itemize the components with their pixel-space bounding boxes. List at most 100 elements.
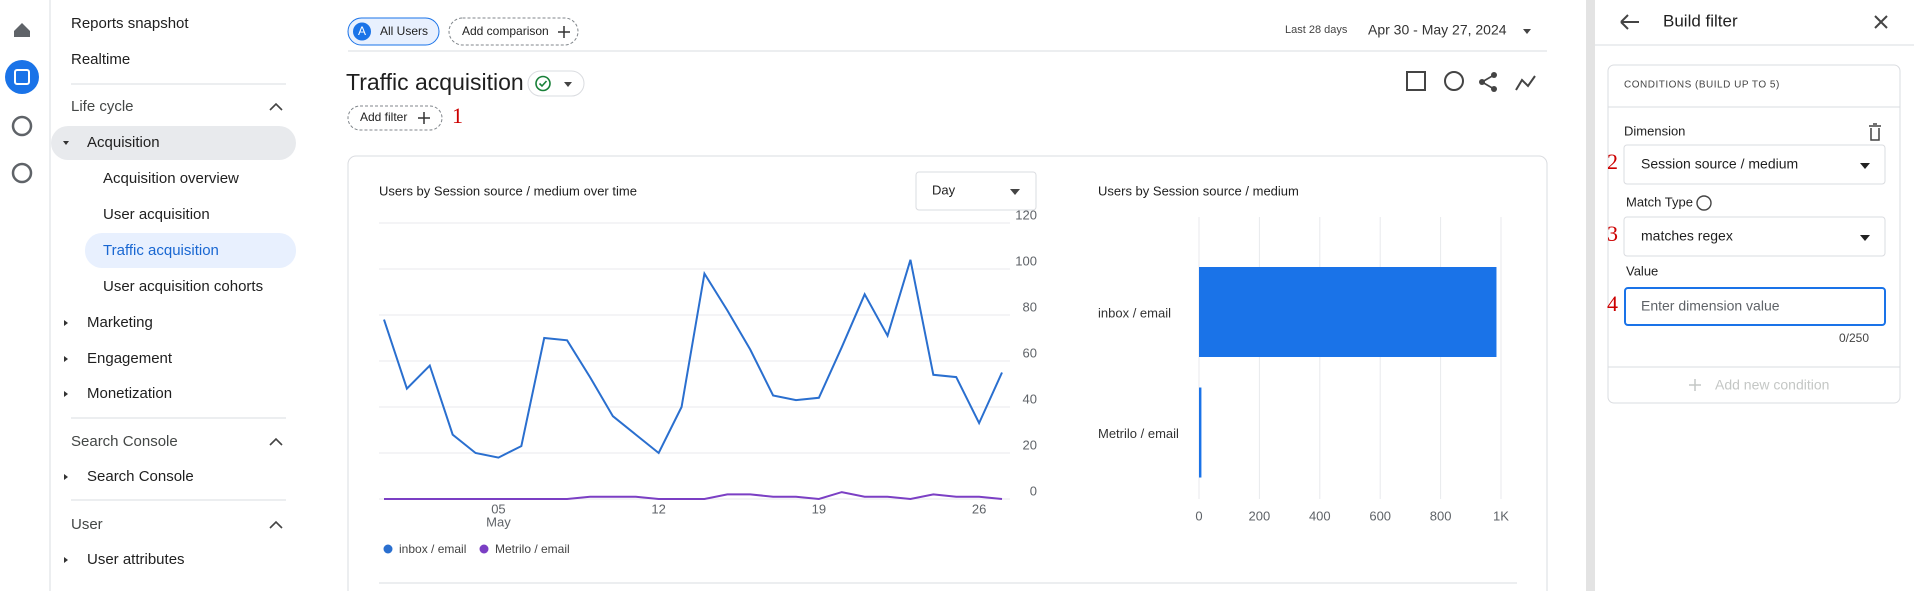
delete-icon[interactable] [1869, 123, 1881, 141]
y-tick-label: 60 [1023, 345, 1037, 360]
y-category-label: inbox / email [1098, 305, 1171, 320]
icon-rail [0, 0, 50, 591]
plus-icon [558, 26, 570, 38]
collapse-chevron[interactable] [269, 102, 283, 111]
nav-item[interactable]: Realtime [71, 51, 130, 68]
nav-section[interactable]: Life cycle [71, 98, 134, 115]
annotation: 2 [1607, 149, 1618, 174]
panel-title: Build filter [1663, 11, 1738, 30]
date-label: Last 28 days [1285, 24, 1348, 36]
annotation: 3 [1607, 221, 1618, 246]
x-tick-label: 0 [1195, 508, 1202, 523]
add-comparison-label: Add comparison [462, 24, 549, 38]
line-series [383, 259, 1003, 459]
nav-item[interactable]: Marketing [87, 314, 153, 331]
chart-title: Users by Session source / medium [1098, 183, 1299, 198]
dimension-value: Session source / medium [1641, 156, 1798, 172]
annotation: 1 [452, 103, 463, 128]
dimension-dropdown[interactable] [1623, 144, 1886, 185]
date-range[interactable]: Apr 30 - May 27, 2024 [1368, 22, 1507, 38]
reports-icon[interactable] [5, 60, 39, 94]
nav-subitem[interactable]: Acquisition overview [103, 170, 239, 187]
interval-dropdown[interactable] [915, 171, 1037, 211]
x-tick-label: 05 [491, 501, 505, 516]
x-month-label: May [486, 514, 511, 529]
trend-icon[interactable] [1515, 75, 1536, 91]
value-input[interactable] [1624, 287, 1886, 326]
x-tick-label: 26 [972, 501, 986, 516]
nav-item[interactable]: Reports snapshot [71, 15, 189, 32]
field-label: Dimension [1624, 123, 1685, 138]
nav-subitem[interactable]: User acquisition cohorts [103, 278, 263, 295]
comparison-badge [353, 22, 371, 41]
nav-item[interactable]: Monetization [87, 385, 172, 402]
y-tick-label: 40 [1023, 391, 1037, 406]
reports-glyph [14, 69, 30, 85]
insights-icon[interactable] [1444, 71, 1464, 91]
match-type-value: matches regex [1641, 228, 1733, 244]
legend-swatch [383, 544, 393, 554]
explore-icon[interactable] [11, 115, 33, 137]
nav-item[interactable]: Engagement [87, 350, 173, 367]
field-label: Match Type [1626, 194, 1693, 209]
y-tick-label: 0 [1030, 483, 1037, 498]
badge-letter: A [358, 24, 366, 38]
value-placeholder: Enter dimension value [1641, 298, 1780, 314]
nav-item[interactable]: Acquisition [87, 134, 160, 151]
chart-title: Users by Session source / medium over ti… [379, 183, 637, 198]
annotation: 4 [1607, 291, 1618, 316]
nav-section[interactable]: User [71, 516, 103, 533]
plus-icon [1689, 379, 1701, 391]
y-tick-label: 20 [1023, 437, 1037, 452]
conditions-label: CONDITIONS (BUILD UP TO 5) [1624, 80, 1780, 91]
check-glyph [538, 80, 548, 88]
plus-icon [418, 112, 430, 124]
legend-label: Metrilo / email [495, 542, 570, 556]
bar [1199, 267, 1497, 357]
x-tick-label: 19 [812, 501, 826, 516]
add-condition[interactable]: Add new condition [1715, 377, 1829, 393]
x-tick-label: 400 [1309, 508, 1331, 523]
add-comparison-chip[interactable] [448, 17, 579, 46]
nav-item[interactable]: User attributes [87, 551, 185, 568]
dropdown-caret [1860, 163, 1870, 169]
match-type-dropdown[interactable] [1623, 216, 1886, 257]
y-tick-label: 120 [1015, 207, 1037, 222]
x-tick-label: 200 [1249, 508, 1271, 523]
help-icon[interactable] [1696, 195, 1712, 211]
nav-section[interactable]: Search Console [71, 433, 178, 450]
field-label: Value [1626, 263, 1658, 278]
back-icon[interactable] [1620, 14, 1639, 30]
panel-splitter [1586, 0, 1595, 591]
dropdown-caret [1860, 235, 1870, 241]
expand-arrow [64, 557, 68, 563]
nav-selected [85, 233, 296, 268]
collapse-chevron[interactable] [269, 520, 283, 529]
nav-subitem[interactable]: Traffic acquisition [103, 242, 219, 259]
x-tick-label: 800 [1430, 508, 1452, 523]
legend-swatch [479, 544, 489, 554]
status-caret [564, 82, 572, 87]
home-icon[interactable] [14, 23, 30, 37]
collapse-chevron[interactable] [269, 437, 283, 446]
status-check [535, 75, 551, 92]
nav-subitem[interactable]: User acquisition [103, 206, 210, 223]
nav-active-group [51, 126, 296, 160]
expand-arrow [64, 320, 68, 326]
y-category-label: Metrilo / email [1098, 426, 1179, 441]
char-counter: 0/250 [1839, 331, 1869, 345]
x-tick-label: 1K [1493, 508, 1509, 523]
nav-item[interactable]: Search Console [87, 468, 194, 485]
x-tick-label: 600 [1369, 508, 1391, 523]
share-icon[interactable] [1479, 72, 1497, 92]
advertising-icon[interactable] [11, 162, 33, 184]
close-icon[interactable] [1874, 15, 1888, 29]
add-filter-chip[interactable] [347, 105, 443, 131]
bar [1199, 387, 1202, 478]
comparison-chip[interactable] [347, 17, 440, 46]
date-caret[interactable] [1523, 29, 1531, 34]
x-tick-label: 12 [651, 501, 665, 516]
compare-icon[interactable] [1406, 71, 1426, 91]
report-title: Traffic acquisition [346, 69, 524, 95]
